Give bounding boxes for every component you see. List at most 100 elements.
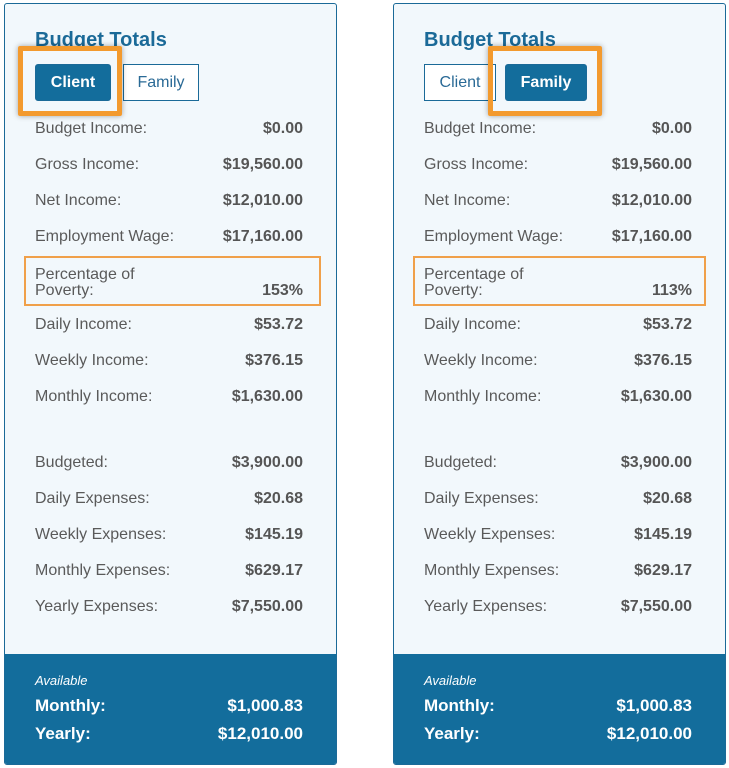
row-daily-income: Daily Income: $53.72	[424, 315, 692, 335]
row-label: Daily Income:	[35, 316, 132, 333]
row-value: $145.19	[634, 526, 692, 543]
row-gross-income: Gross Income: $19,560.00	[424, 155, 692, 175]
row-label: Gross Income:	[424, 156, 529, 173]
row-net-income: Net Income: $12,010.00	[35, 191, 303, 211]
row-label: Employment Wage:	[424, 228, 564, 245]
monthly-value: $1,000.83	[227, 696, 303, 715]
row-label-line2: Poverty:	[424, 282, 483, 299]
row-label: Monthly Expenses:	[424, 562, 560, 579]
available-monthly: Monthly: $1,000.83	[424, 696, 692, 716]
row-label: Percentage of Poverty:	[35, 267, 135, 299]
monthly-label: Monthly:	[35, 696, 106, 715]
row-value: $1,630.00	[231, 388, 303, 405]
row-label: Budgeted:	[424, 454, 497, 471]
row-label: Monthly Income:	[424, 388, 542, 405]
row-label: Employment Wage:	[35, 228, 175, 245]
row-label: Gross Income:	[35, 156, 140, 173]
row-label: Budget Income:	[35, 120, 148, 137]
row-daily-income: Daily Income: $53.72	[35, 315, 303, 335]
row-budgeted: Budgeted: $3,900.00	[424, 453, 692, 473]
row-monthly-expenses: Monthly Expenses: $629.17	[35, 561, 303, 581]
available-label: Available	[424, 673, 477, 688]
row-value: $17,160.00	[222, 228, 303, 245]
row-weekly-income: Weekly Income: $376.15	[35, 351, 303, 371]
row-value: $3,900.00	[620, 454, 692, 471]
row-value: $53.72	[643, 316, 692, 333]
row-value: $20.68	[254, 490, 303, 507]
available-yearly: Yearly: $12,010.00	[35, 724, 303, 744]
row-weekly-expenses: Weekly Expenses: $145.19	[35, 525, 303, 545]
row-value: $19,560.00	[611, 156, 692, 173]
row-value: $53.72	[254, 316, 303, 333]
tab-client[interactable]: Client	[424, 64, 496, 101]
row-budget-income: Budget Income: $0.00	[424, 119, 692, 139]
available-monthly: Monthly: $1,000.83	[35, 696, 303, 716]
row-yearly-expenses: Yearly Expenses: $7,550.00	[35, 597, 303, 617]
row-value: $376.15	[245, 352, 303, 369]
available-footer: Available Monthly: $1,000.83 Yearly: $12,0…	[5, 654, 336, 764]
row-value: 153%	[262, 282, 303, 299]
row-value: $17,160.00	[611, 228, 692, 245]
available-footer: Available Monthly: $1,000.83 Yearly: $12,0…	[394, 654, 725, 764]
row-employment-wage: Employment Wage: $17,160.00	[35, 227, 303, 247]
yearly-label: Yearly:	[424, 724, 480, 743]
row-label: Budgeted:	[35, 454, 108, 471]
row-label: Weekly Income:	[424, 352, 538, 369]
row-gross-income: Gross Income: $19,560.00	[35, 155, 303, 175]
tab-client[interactable]: Client	[35, 64, 111, 101]
row-monthly-expenses: Monthly Expenses: $629.17	[424, 561, 692, 581]
row-value: $12,010.00	[611, 192, 692, 209]
row-value: $7,550.00	[231, 598, 303, 615]
row-value: $3,900.00	[231, 454, 303, 471]
yearly-value: $12,010.00	[606, 724, 692, 743]
yearly-value: $12,010.00	[217, 724, 303, 743]
budget-totals-panel-family: Budget Totals Client Family Budget Incom…	[393, 3, 726, 765]
row-label: Daily Expenses:	[35, 490, 150, 507]
row-label-line2: Poverty:	[35, 282, 94, 299]
row-weekly-income: Weekly Income: $376.15	[424, 351, 692, 371]
row-daily-expenses: Daily Expenses: $20.68	[424, 489, 692, 509]
budget-totals-panel-client: Budget Totals Client Family Budget Incom…	[4, 3, 337, 765]
row-weekly-expenses: Weekly Expenses: $145.19	[424, 525, 692, 545]
row-value: $376.15	[634, 352, 692, 369]
row-budgeted: Budgeted: $3,900.00	[35, 453, 303, 473]
row-employment-wage: Employment Wage: $17,160.00	[424, 227, 692, 247]
row-label: Yearly Expenses:	[424, 598, 548, 615]
row-value: $19,560.00	[222, 156, 303, 173]
tab-family[interactable]: Family	[123, 64, 199, 101]
row-yearly-expenses: Yearly Expenses: $7,550.00	[424, 597, 692, 617]
row-label: Net Income:	[424, 192, 511, 209]
row-label-line1: Percentage of	[35, 266, 135, 283]
row-value: $1,630.00	[620, 388, 692, 405]
monthly-value: $1,000.83	[616, 696, 692, 715]
row-value: $629.17	[634, 562, 692, 579]
row-value: $0.00	[651, 120, 692, 137]
row-label: Weekly Expenses:	[424, 526, 556, 543]
panel-title: Budget Totals	[424, 29, 556, 51]
monthly-label: Monthly:	[424, 696, 495, 715]
row-net-income: Net Income: $12,010.00	[424, 191, 692, 211]
yearly-label: Yearly:	[35, 724, 91, 743]
row-value: $20.68	[643, 490, 692, 507]
row-label: Daily Income:	[424, 316, 521, 333]
row-label: Daily Expenses:	[424, 490, 539, 507]
row-daily-expenses: Daily Expenses: $20.68	[35, 489, 303, 509]
row-monthly-income: Monthly Income: $1,630.00	[424, 387, 692, 407]
row-percentage-of-poverty: Percentage of Poverty: 153%	[35, 263, 303, 299]
available-yearly: Yearly: $12,010.00	[424, 724, 692, 744]
row-label: Monthly Income:	[35, 388, 153, 405]
row-label-line1: Percentage of	[424, 266, 524, 283]
panel-title: Budget Totals	[35, 29, 167, 51]
row-value: $12,010.00	[222, 192, 303, 209]
row-label: Weekly Income:	[35, 352, 149, 369]
row-percentage-of-poverty: Percentage of Poverty: 113%	[424, 263, 692, 299]
row-value: $145.19	[245, 526, 303, 543]
row-label: Monthly Expenses:	[35, 562, 171, 579]
available-label: Available	[35, 673, 88, 688]
row-label: Weekly Expenses:	[35, 526, 167, 543]
row-label: Yearly Expenses:	[35, 598, 159, 615]
row-budget-income: Budget Income: $0.00	[35, 119, 303, 139]
row-monthly-income: Monthly Income: $1,630.00	[35, 387, 303, 407]
tab-family[interactable]: Family	[505, 64, 587, 101]
row-label: Percentage of Poverty:	[424, 267, 524, 299]
